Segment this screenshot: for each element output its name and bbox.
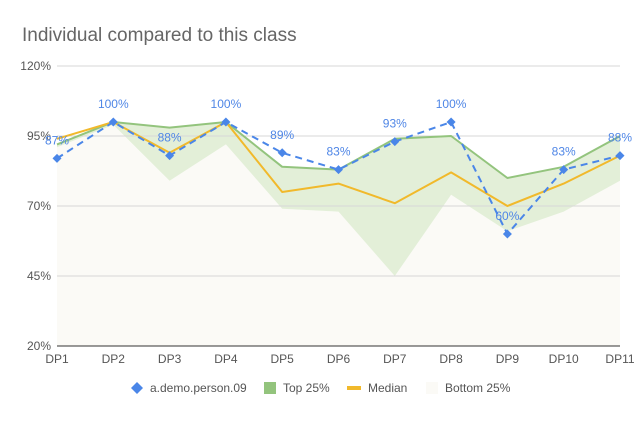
grid-layer (57, 65, 620, 347)
person-point (390, 137, 400, 147)
data-label: 89% (270, 128, 294, 142)
x-tick-label: DP7 (383, 352, 407, 366)
legend-label-top-25: Top 25% (283, 381, 330, 395)
data-label: 100% (436, 97, 467, 111)
data-label: 93% (383, 117, 407, 131)
chart-title: Individual compared to this class (22, 25, 297, 46)
x-tick-label: DP5 (271, 352, 295, 366)
y-tick-label: 70% (27, 199, 51, 213)
data-label: 100% (211, 97, 242, 111)
data-label: 83% (326, 145, 350, 159)
y-tick-label: 45% (27, 269, 51, 283)
x-tick-label: DP2 (102, 352, 126, 366)
legend-label-median: Median (368, 381, 407, 395)
data-label: 87% (45, 133, 69, 147)
data-labels-layer: 87% 100% 88% 100% 89% 83% 93% 100% 60% 83% 88% (45, 97, 632, 223)
person-point (334, 165, 343, 175)
x-tick-label: DP4 (214, 352, 238, 366)
median-line (56, 121, 621, 207)
y-tick-label: 20% (27, 339, 51, 353)
series-lines-layer (52, 117, 625, 239)
x-tick-label: DP3 (158, 352, 182, 366)
x-tick-label: DP11 (605, 352, 634, 366)
x-tick-label: DP1 (45, 352, 69, 366)
legend-marker-bottom-25 (426, 382, 438, 394)
person-point (615, 151, 625, 161)
axis-labels-layer: 120% 95% 70% 45% 20%DP1 DP2 DP3 DP4 DP5 DP6 DP7 DP8… (20, 59, 635, 366)
x-tick-label: DP6 (327, 352, 351, 366)
data-label: 83% (552, 145, 576, 159)
person-point (559, 165, 569, 175)
person-point (108, 117, 118, 127)
y-tick-label: 120% (20, 59, 51, 73)
person-point (502, 229, 512, 239)
legend-marker-top-25 (264, 382, 276, 394)
legend: a.demo.person.09 Top 25% Median Bottom 25% (131, 381, 511, 395)
bottom-25-band (57, 124, 620, 346)
person-point (165, 151, 175, 161)
person-point (446, 117, 456, 127)
data-label: 88% (158, 131, 182, 145)
x-tick-label: DP8 (439, 352, 463, 366)
person-point (221, 117, 231, 127)
person-line (56, 121, 621, 235)
band-fill-layer (57, 122, 620, 346)
legend-marker-person (131, 382, 143, 394)
legend-marker-median (347, 386, 361, 390)
person-point (277, 148, 287, 158)
person-point (52, 153, 62, 163)
top-25-band (57, 122, 620, 276)
data-label: 60% (495, 209, 519, 223)
x-tick-label: DP9 (496, 352, 520, 366)
y-tick-label: 95% (27, 129, 51, 143)
x-tick-label: DP10 (549, 352, 579, 366)
legend-label-bottom-25: Bottom 25% (445, 381, 511, 395)
data-label: 100% (98, 97, 129, 111)
data-label: 88% (608, 131, 632, 145)
legend-label-person: a.demo.person.09 (150, 381, 247, 395)
